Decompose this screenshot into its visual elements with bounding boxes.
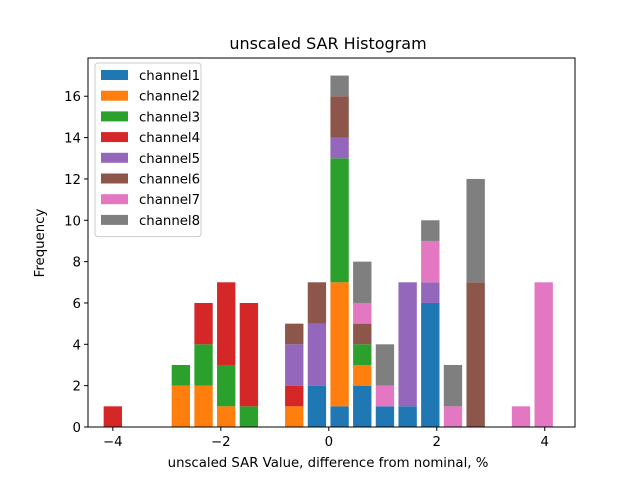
y-tick-label: 14 [64,132,81,147]
bar-segment-channel4-bin-3 [217,282,236,365]
legend-swatch-channel7 [101,194,128,205]
legend-label-channel8: channel8 [139,214,200,229]
legend-swatch-channel8 [101,214,128,225]
bar-segment-channel2-bin-8 [353,364,372,386]
y-tick-label: 10 [64,214,81,229]
bar-segment-channel2-bin-1 [171,385,191,427]
x-tick-label: 4 [541,435,549,450]
legend-label-channel6: channel6 [139,173,200,188]
x-tick-label: 0 [325,435,333,450]
bar-segment-channel5-bin-11 [421,282,440,303]
legend-label-channel3: channel3 [139,110,200,125]
bar-segment-channel3-bin-7 [330,158,349,283]
x-axis: −4 −2 0 2 4 [103,427,549,450]
y-tick-label: 0 [73,421,81,436]
y-tick-label: 4 [73,338,81,353]
bar-segment-channel1-bin-9 [375,406,395,427]
legend-swatch-channel5 [101,152,128,163]
bars-group [103,75,553,427]
x-tick-label: 2 [433,435,441,450]
legend-swatch-channel6 [101,173,128,184]
bar-segment-channel2-bin-5 [285,406,304,427]
bar-segment-channel3-bin-3 [217,364,236,407]
y-tick-label: 16 [64,90,81,105]
x-tick-label: −4 [103,435,123,450]
bar-segment-channel5-bin-5 [285,344,304,386]
legend-swatch-channel4 [101,132,128,143]
legend-label-channel5: channel5 [139,152,200,167]
legend-label-channel4: channel4 [139,131,200,146]
bar-segment-channel6-bin-7 [330,96,349,138]
bar-segment-channel8-bin-9 [375,344,395,386]
legend-swatch-channel2 [101,90,128,101]
y-axis-label: Frequency [33,209,48,278]
bar-segment-channel8-bin-11 [421,220,440,241]
legend-swatch-channel3 [101,111,128,122]
chart-title: unscaled SAR Histogram [229,34,426,53]
bar-segment-channel3-bin-1 [171,364,191,386]
bar-segment-channel1-bin-10 [398,406,417,427]
bar-segment-channel8-bin-12 [443,364,463,407]
x-tick-label: −2 [211,435,231,450]
y-tick-label: 8 [73,256,81,271]
bar-segment-channel3-bin-4 [239,406,259,427]
bar-segment-channel1-bin-11 [421,302,440,427]
bar-segment-channel6-bin-6 [307,282,327,324]
bar-segment-channel6-bin-5 [285,323,304,345]
bar-segment-channel8-bin-13 [466,178,485,283]
x-axis-label: unscaled SAR Value, difference from nomi… [168,456,489,471]
bar-segment-channel3-bin-2 [194,344,213,386]
legend-swatch-channel1 [101,70,128,80]
bar-segment-channel1-bin-6 [307,385,327,427]
bar-segment-channel4-bin-5 [285,385,304,407]
y-axis: 0 2 4 6 8 10 12 14 16 [64,90,88,436]
legend-label-channel2: channel2 [139,90,200,105]
bar-segment-channel7-bin-14 [511,406,531,427]
legend-box [94,62,202,238]
bar-segment-channel2-bin-3 [217,406,236,427]
bar-segment-channel1-bin-7 [330,406,349,427]
bar-segment-channel8-bin-7 [330,75,349,97]
bar-segment-channel2-bin-7 [330,282,349,407]
bar-segment-channel8-bin-8 [353,261,372,303]
axes-frame [87,57,576,428]
legend: channel1 channel2 channel3 channel4 channel5… [94,62,202,238]
legend-label-channel7: channel7 [139,193,200,208]
bar-segment-channel1-bin-8 [353,385,372,427]
y-tick-label: 12 [64,173,81,188]
bar-segment-channel3-bin-8 [353,344,372,365]
bar-segment-channel5-bin-6 [307,323,327,386]
bar-segment-channel7-bin-12 [443,406,463,427]
bar-segment-channel6-bin-8 [353,323,372,345]
bar-segment-channel4-bin-0 [103,406,123,427]
bar-segment-channel4-bin-4 [239,302,259,407]
bar-segment-channel5-bin-10 [398,282,417,407]
bar-segment-channel2-bin-2 [194,385,213,427]
y-tick-label: 2 [73,380,81,395]
bar-segment-channel6-bin-13 [466,282,485,427]
bar-segment-channel7-bin-15 [534,282,553,427]
y-tick-label: 6 [73,297,81,312]
bar-segment-channel7-bin-9 [375,385,395,407]
bar-segment-channel7-bin-8 [353,302,372,324]
bar-segment-channel4-bin-2 [194,302,213,345]
bar-segment-channel7-bin-11 [421,240,440,283]
bar-segment-channel5-bin-7 [330,137,349,159]
legend-label-channel1: channel1 [139,69,200,84]
